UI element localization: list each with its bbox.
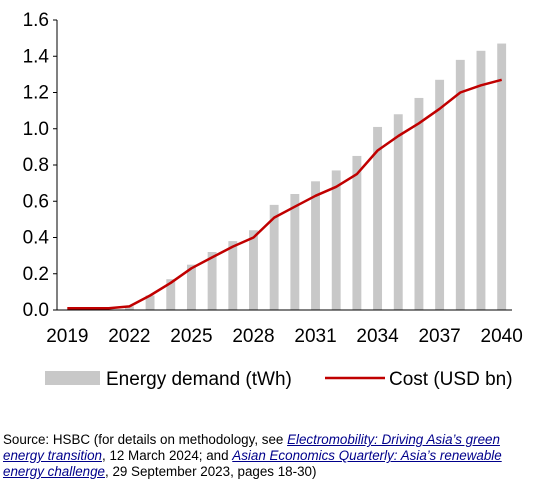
y-tick-label: 0.8 <box>23 155 49 176</box>
bar-energy-demand <box>166 279 176 310</box>
bar-energy-demand <box>435 79 445 310</box>
bar-energy-demand <box>476 50 486 310</box>
bar-energy-demand <box>393 114 403 310</box>
source-link-electromobility[interactable]: Electromobility: Driving Asia’s green en… <box>3 432 500 463</box>
source-link-asian-economics[interactable]: Asian Economics Quarterly: Asia’s renewa… <box>3 448 502 479</box>
bar-energy-demand <box>311 181 320 310</box>
legend-label-energy-demand: Energy demand (tWh) <box>106 369 292 390</box>
bar-energy-demand <box>497 43 507 310</box>
x-tick-label: 2034 <box>356 326 399 347</box>
bar-energy-demand <box>124 306 134 310</box>
chart: 0.0 0.2 0.4 0.6 0.8 1.0 1.2 1.4 1.6 2019 2022 2025 2… <box>23 10 523 390</box>
x-tick-label: 2022 <box>108 326 150 347</box>
bar-energy-demand <box>373 126 383 310</box>
bar-energy-demand <box>186 264 196 310</box>
x-tick-label: 2025 <box>170 326 212 347</box>
source-suffix: , 29 September 2023, pages 18-30) <box>105 464 317 479</box>
x-tick-label: 2031 <box>294 326 336 347</box>
bar-energy-demand <box>455 59 465 310</box>
bar-energy-demand <box>414 97 424 310</box>
bar-energy-demand <box>331 170 341 310</box>
source-middle: , 12 March 2024; and <box>102 448 233 463</box>
y-tick-label: 1.0 <box>23 119 49 140</box>
y-tick-label: 1.6 <box>23 10 49 31</box>
bar-energy-demand <box>249 230 258 310</box>
legend-swatch-energy-demand <box>45 371 100 385</box>
x-tick-label: 2028 <box>232 326 274 347</box>
y-tick-label: 0.6 <box>23 191 49 212</box>
bar-energy-demand <box>207 252 217 310</box>
x-tick-label: 2040 <box>481 326 523 347</box>
source-note: Source: HSBC (for details on methodology… <box>3 432 539 480</box>
bar-energy-demand <box>228 241 238 310</box>
y-tick-label: 1.2 <box>23 83 49 104</box>
x-tick-label: 2037 <box>418 326 460 347</box>
y-tick-label: 0.0 <box>23 300 49 321</box>
line-cost <box>67 78 503 310</box>
source-prefix: Source: HSBC (for details on methodology… <box>3 432 288 447</box>
x-tick-label: 2019 <box>46 326 88 347</box>
bar-energy-demand <box>145 295 155 310</box>
legend-label-cost: Cost (USD bn) <box>389 369 513 390</box>
y-tick-label: 0.4 <box>23 228 50 249</box>
bar-energy-demand <box>269 204 279 310</box>
bar-energy-demand <box>290 194 300 310</box>
y-tick-label: 1.4 <box>23 46 50 67</box>
bar-energy-demand <box>352 155 362 310</box>
y-tick-label: 0.2 <box>23 264 49 285</box>
